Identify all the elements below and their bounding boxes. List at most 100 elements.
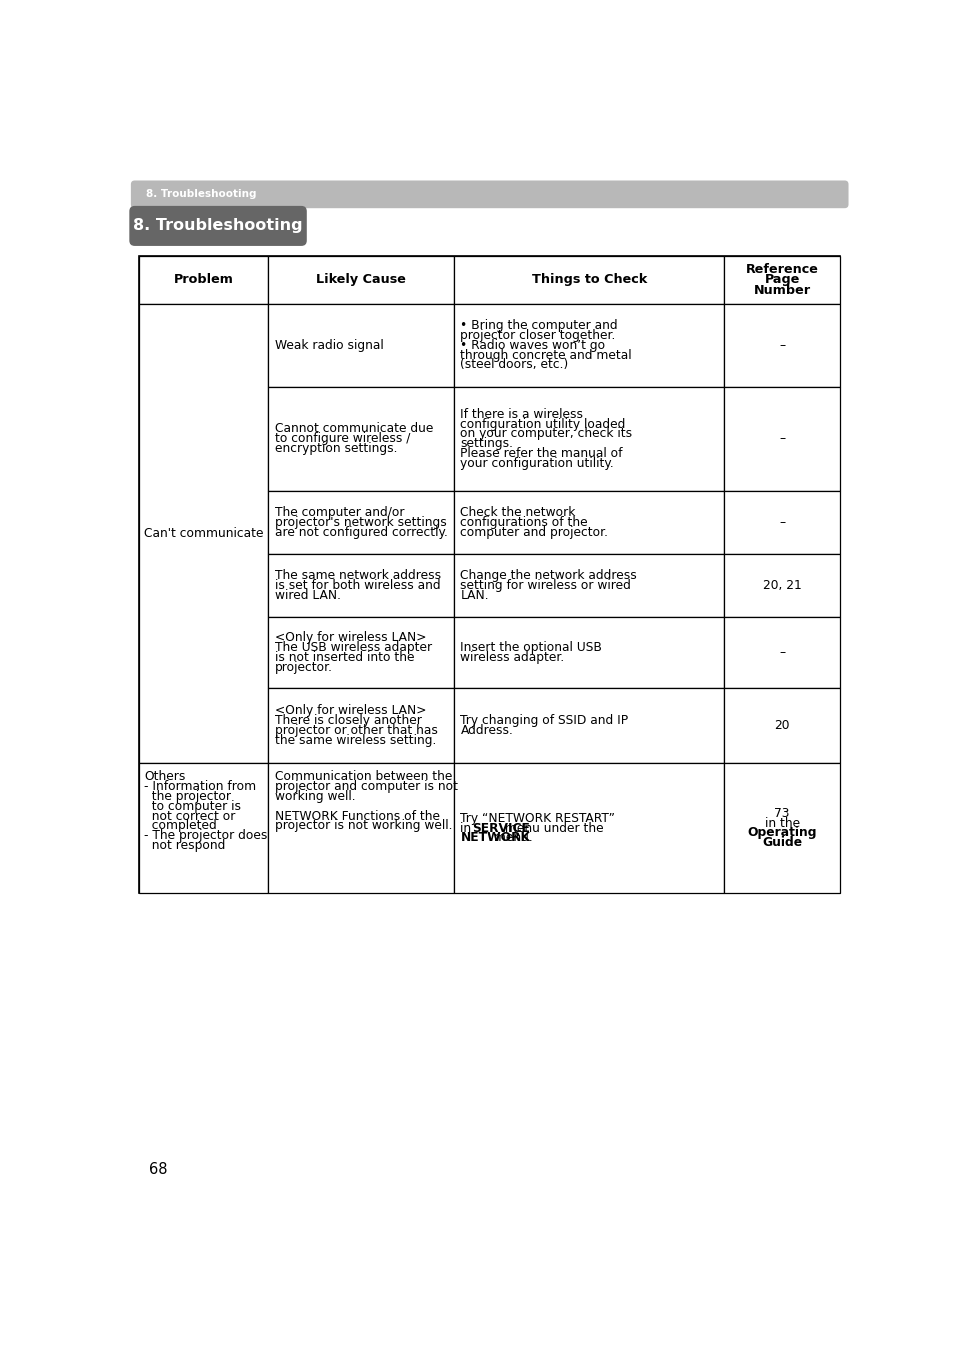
- Text: Likely Cause: Likely Cause: [316, 273, 406, 286]
- Text: projector is not working well.: projector is not working well.: [274, 819, 452, 833]
- Bar: [454, 256, 723, 304]
- Text: Can't communicate: Can't communicate: [144, 526, 263, 540]
- Text: encryption settings.: encryption settings.: [274, 443, 396, 455]
- Text: NETWORK Functions of the: NETWORK Functions of the: [274, 810, 439, 822]
- Text: Weak radio signal: Weak radio signal: [274, 339, 383, 352]
- Text: - The projector does: - The projector does: [144, 829, 267, 842]
- Text: setting for wireless or wired: setting for wireless or wired: [460, 579, 631, 593]
- Bar: [268, 554, 454, 617]
- Text: –: –: [779, 432, 784, 446]
- Text: 8. Troubleshooting: 8. Troubleshooting: [133, 219, 302, 234]
- Bar: [138, 256, 268, 304]
- Text: Try “NETWORK RESTART”: Try “NETWORK RESTART”: [460, 811, 615, 825]
- Bar: [138, 763, 268, 892]
- Bar: [454, 304, 723, 387]
- Bar: [723, 256, 840, 304]
- Text: through concrete and metal: through concrete and metal: [460, 348, 632, 362]
- Text: Please refer the manual of: Please refer the manual of: [460, 447, 622, 460]
- Text: configuration utility loaded: configuration utility loaded: [460, 417, 625, 431]
- Text: LAN.: LAN.: [460, 589, 489, 602]
- Bar: [454, 617, 723, 688]
- Bar: [268, 256, 454, 304]
- Bar: [723, 387, 840, 491]
- Bar: [138, 256, 840, 892]
- Text: in: in: [460, 822, 475, 834]
- Text: The computer and/or: The computer and/or: [274, 506, 404, 518]
- FancyBboxPatch shape: [130, 207, 307, 246]
- Text: (steel doors, etc.): (steel doors, etc.): [460, 358, 568, 371]
- Text: are not configured correctly.: are not configured correctly.: [274, 525, 447, 539]
- Text: Insert the optional USB: Insert the optional USB: [460, 641, 601, 655]
- Text: wireless adapter.: wireless adapter.: [460, 651, 564, 664]
- Text: projector's network settings: projector's network settings: [274, 516, 446, 529]
- Text: completed: completed: [144, 819, 216, 833]
- Bar: [268, 304, 454, 387]
- Text: projector or other that has: projector or other that has: [274, 724, 437, 737]
- Bar: [723, 763, 840, 892]
- Text: configurations of the: configurations of the: [460, 516, 587, 529]
- Bar: [268, 491, 454, 554]
- Text: 68: 68: [149, 1161, 167, 1177]
- Text: <Only for wireless LAN>: <Only for wireless LAN>: [274, 705, 426, 717]
- Text: Try changing of SSID and IP: Try changing of SSID and IP: [460, 714, 628, 728]
- Bar: [723, 688, 840, 763]
- Text: on your computer, check its: on your computer, check its: [460, 428, 632, 440]
- Text: not correct or: not correct or: [144, 810, 235, 822]
- Text: Number: Number: [753, 284, 810, 297]
- Text: your configuration utility.: your configuration utility.: [460, 456, 614, 470]
- Text: Page: Page: [763, 273, 799, 286]
- Text: projector and computer is not: projector and computer is not: [274, 780, 457, 794]
- Text: 8. Troubleshooting: 8. Troubleshooting: [146, 189, 255, 200]
- Text: working well.: working well.: [274, 790, 355, 803]
- Text: in the: in the: [763, 817, 799, 830]
- Bar: [454, 763, 723, 892]
- Text: 20: 20: [774, 720, 789, 732]
- Text: Change the network address: Change the network address: [460, 570, 637, 582]
- Bar: [723, 617, 840, 688]
- Text: the same wireless setting.: the same wireless setting.: [274, 734, 436, 747]
- Text: not respond: not respond: [144, 840, 225, 852]
- Text: –: –: [779, 516, 784, 529]
- Bar: [454, 387, 723, 491]
- Text: computer and projector.: computer and projector.: [460, 525, 608, 539]
- Text: to computer is: to computer is: [144, 799, 241, 813]
- Text: • Bring the computer and: • Bring the computer and: [460, 319, 618, 332]
- Text: SERVICE: SERVICE: [471, 822, 529, 834]
- Text: –: –: [779, 339, 784, 352]
- Text: <Only for wireless LAN>: <Only for wireless LAN>: [274, 632, 426, 644]
- Text: Check the network: Check the network: [460, 506, 576, 518]
- Bar: [723, 491, 840, 554]
- Bar: [454, 554, 723, 617]
- FancyBboxPatch shape: [131, 181, 847, 208]
- Bar: [723, 304, 840, 387]
- Text: Communication between the: Communication between the: [274, 771, 452, 783]
- Text: is not inserted into the: is not inserted into the: [274, 651, 414, 664]
- Text: The same network address: The same network address: [274, 570, 440, 582]
- Text: wired LAN.: wired LAN.: [274, 589, 340, 602]
- Text: menu under the: menu under the: [500, 822, 603, 834]
- Bar: [454, 688, 723, 763]
- Text: Problem: Problem: [173, 273, 233, 286]
- Text: the projector: the projector: [144, 790, 231, 803]
- Bar: [268, 763, 454, 892]
- Text: Address.: Address.: [460, 724, 513, 737]
- Text: projector closer together.: projector closer together.: [460, 329, 616, 342]
- Text: Cannot communicate due: Cannot communicate due: [274, 423, 433, 436]
- Text: settings.: settings.: [460, 437, 513, 451]
- Bar: [268, 617, 454, 688]
- Text: NETWORK: NETWORK: [460, 832, 530, 844]
- Text: Operating: Operating: [746, 826, 816, 840]
- Bar: [454, 491, 723, 554]
- Text: to configure wireless /: to configure wireless /: [274, 432, 410, 446]
- Text: If there is a wireless: If there is a wireless: [460, 408, 583, 421]
- Bar: [268, 688, 454, 763]
- Text: is set for both wireless and: is set for both wireless and: [274, 579, 439, 593]
- Text: projector.: projector.: [274, 660, 333, 674]
- Text: • Radio waves won’t go: • Radio waves won’t go: [460, 339, 605, 352]
- Text: Reference: Reference: [745, 263, 818, 275]
- Text: - Information from: - Information from: [144, 780, 256, 794]
- Text: There is closely another: There is closely another: [274, 714, 421, 728]
- Text: The USB wireless adapter: The USB wireless adapter: [274, 641, 432, 655]
- Text: menu.: menu.: [489, 832, 532, 844]
- Bar: [138, 304, 268, 763]
